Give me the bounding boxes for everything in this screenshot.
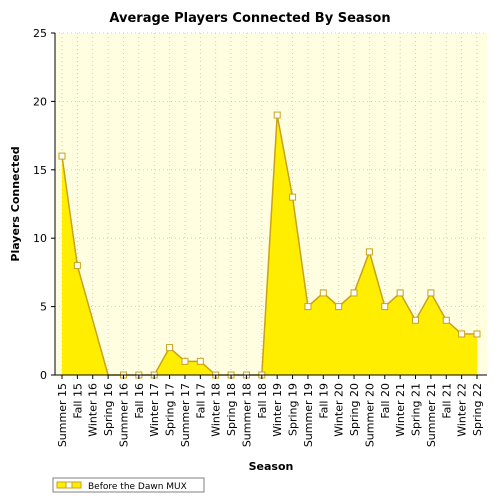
data-point xyxy=(289,193,297,201)
x-tick-label: Fall 16 xyxy=(133,383,146,419)
data-point xyxy=(473,330,481,338)
legend: Before the Dawn MUX xyxy=(52,477,205,493)
x-tick-label: Winter 16 xyxy=(87,383,100,437)
x-tick-label: Spring 21 xyxy=(410,383,423,436)
data-point xyxy=(396,289,404,297)
data-point xyxy=(273,111,281,119)
x-tick-label: Fall 19 xyxy=(317,383,330,419)
x-tick-label: Fall 21 xyxy=(440,383,453,419)
data-point xyxy=(412,316,420,324)
y-tick-label: 20 xyxy=(33,95,47,108)
x-tick-label: Summer 19 xyxy=(302,383,315,447)
data-point xyxy=(181,357,189,365)
data-point xyxy=(58,152,66,160)
y-tick-label: 10 xyxy=(33,232,47,245)
y-tick-label: 15 xyxy=(33,164,47,177)
x-tick-label: Spring 16 xyxy=(102,383,115,436)
y-axis-label: Players Connected xyxy=(9,146,22,261)
y-tick-label: 5 xyxy=(40,301,47,314)
data-point xyxy=(442,316,450,324)
legend-label: Before the Dawn MUX xyxy=(88,482,187,492)
legend-box xyxy=(52,477,205,493)
x-tick-label: Spring 20 xyxy=(348,383,361,436)
axes xyxy=(54,33,487,376)
data-point xyxy=(381,303,389,311)
x-tick-label: Summer 20 xyxy=(363,383,376,447)
x-tick-label: Spring 17 xyxy=(164,383,177,436)
x-tick-label: Fall 15 xyxy=(71,383,84,419)
x-tick-label: Summer 18 xyxy=(240,383,253,447)
y-tick-label: 25 xyxy=(33,27,47,40)
data-point xyxy=(196,357,204,365)
chart-title: Average Players Connected By Season xyxy=(109,11,390,26)
data-point xyxy=(365,248,373,256)
x-tick-label: Spring 22 xyxy=(471,383,484,436)
x-tick-label: Winter 22 xyxy=(456,383,469,437)
x-tick-label: Winter 20 xyxy=(333,383,346,437)
data-point xyxy=(458,330,466,338)
x-tick-label: Fall 17 xyxy=(194,383,207,419)
data-point xyxy=(319,289,327,297)
data-point xyxy=(335,303,343,311)
y-axis-ticks: 0 5 10 15 20 25 xyxy=(33,27,55,382)
x-axis-label: Season xyxy=(249,460,294,473)
series-area xyxy=(62,115,477,375)
x-tick-label: Fall 18 xyxy=(256,383,269,419)
x-tick-label: Winter 21 xyxy=(394,383,407,437)
x-tick-label: Spring 19 xyxy=(287,383,300,436)
data-point xyxy=(73,262,81,270)
data-point xyxy=(427,289,435,297)
data-point xyxy=(166,344,174,352)
data-point xyxy=(304,303,312,311)
x-tick-label: Spring 18 xyxy=(225,383,238,436)
x-tick-label: Summer 21 xyxy=(425,383,438,447)
x-tick-label: Winter 17 xyxy=(148,383,161,437)
x-tick-label: Winter 19 xyxy=(271,383,284,437)
data-point xyxy=(350,289,358,297)
x-tick-label: Fall 20 xyxy=(379,383,392,419)
x-tick-label: Summer 16 xyxy=(117,383,130,447)
x-axis-ticks: Summer 15 Fall 15 Winter 16 Spring 16 Summer… xyxy=(56,375,484,447)
legend-marker xyxy=(65,481,73,489)
x-tick-label: Winter 18 xyxy=(210,383,223,437)
y-tick-label: 0 xyxy=(40,369,47,382)
x-tick-label: Summer 17 xyxy=(179,383,192,447)
x-tick-label: Summer 15 xyxy=(56,383,69,447)
